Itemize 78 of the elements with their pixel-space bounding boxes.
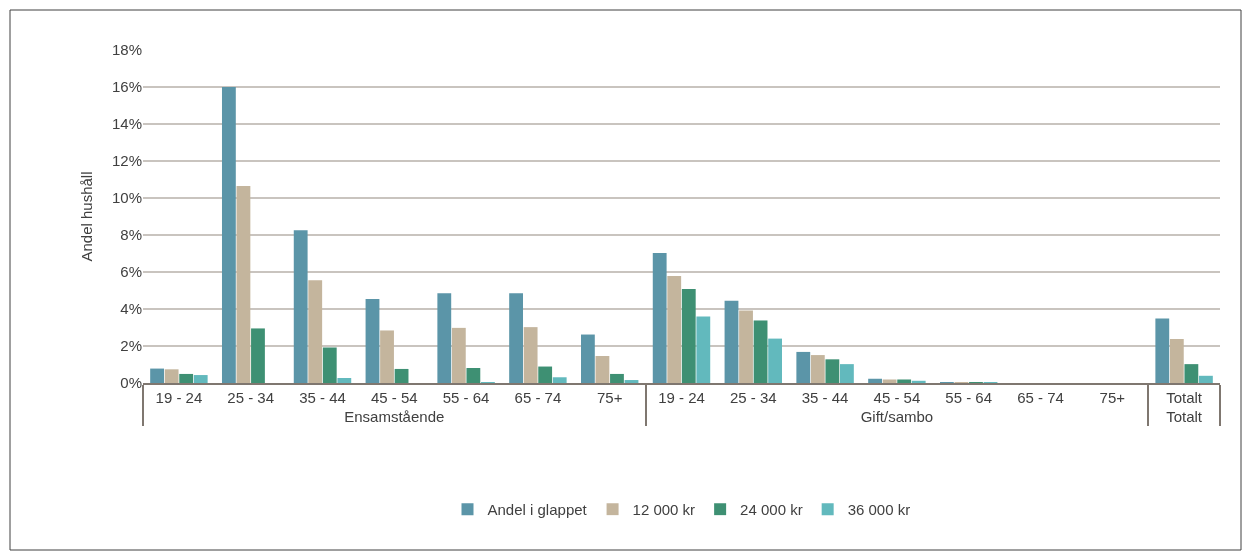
- bar: [337, 378, 352, 383]
- x-tick-label: 19 - 24: [658, 388, 705, 406]
- bar: [610, 373, 624, 383]
- y-tick-label: 2%: [120, 337, 142, 355]
- bar: [1169, 338, 1184, 383]
- bar: [840, 364, 854, 383]
- text: Totalt: [1166, 407, 1203, 425]
- bar: [150, 368, 164, 383]
- bar: [466, 368, 481, 383]
- bar: [380, 330, 394, 383]
- bar: [164, 369, 179, 383]
- text: Ensamstående: [344, 407, 445, 425]
- bar: [509, 293, 523, 383]
- x-tick-label: 75+: [1099, 388, 1126, 406]
- bar: [236, 185, 251, 383]
- bar: [365, 299, 380, 383]
- bar: [652, 252, 667, 383]
- y-tick-label: 8%: [120, 226, 142, 244]
- bar: [251, 328, 265, 383]
- x-tick-label: 55 - 64: [945, 388, 993, 406]
- x-tick-label: 19 - 24: [155, 388, 203, 406]
- y-tick-label: 14%: [111, 115, 142, 133]
- bar: [681, 289, 696, 383]
- bar: [523, 327, 538, 383]
- bar: [667, 276, 682, 383]
- x-tick-label: Totalt: [1166, 388, 1203, 406]
- bar: [810, 355, 825, 383]
- bar: [595, 355, 610, 383]
- bar: [322, 347, 337, 383]
- y-tick-label: 18%: [111, 41, 142, 59]
- x-tick-label: 65 - 74: [1017, 388, 1064, 406]
- y-tick-label: 12%: [111, 152, 142, 170]
- bar: [724, 300, 739, 383]
- bar: [882, 379, 897, 383]
- x-tick-label: 65 - 74: [514, 388, 562, 406]
- bar: [739, 310, 753, 383]
- bar: [451, 327, 466, 383]
- bar: [911, 380, 926, 383]
- bar: [1184, 364, 1199, 383]
- bar: [580, 334, 595, 383]
- text: Gift/sambo: [860, 407, 934, 425]
- bar: [696, 316, 711, 383]
- y-tick-label: 10%: [111, 189, 142, 207]
- bar: [193, 375, 208, 383]
- x-tick-label: 35 - 44: [801, 388, 849, 406]
- x-tick-label: 25 - 34: [729, 388, 777, 406]
- y-tick-label: 6%: [120, 263, 142, 281]
- x-tick-label: 35 - 44: [299, 388, 346, 406]
- bar: [221, 87, 236, 383]
- legend-label: Andel i glappet: [487, 500, 588, 518]
- y-axis-title: Andel hushåll: [78, 171, 96, 262]
- bar: [868, 378, 882, 383]
- bar: [179, 373, 194, 383]
- bar: [437, 293, 452, 383]
- y-tick-label: 16%: [111, 78, 142, 96]
- x-tick-label: 55 - 64: [442, 388, 490, 406]
- bar: [308, 280, 323, 383]
- bar: [394, 368, 409, 383]
- x-tick-label: 45 - 54: [873, 388, 921, 406]
- bar: [1155, 318, 1170, 383]
- legend-label: 36 000 kr: [847, 500, 911, 518]
- bar: [796, 351, 811, 383]
- y-tick-label: 0%: [120, 374, 142, 392]
- x-tick-label: 45 - 54: [370, 388, 418, 406]
- x-tick-label: 75+: [596, 388, 623, 406]
- bar: [753, 320, 768, 383]
- y-tick-label: 4%: [120, 300, 142, 318]
- bar: [768, 338, 783, 383]
- bar: [897, 379, 912, 383]
- bar: [1199, 375, 1213, 383]
- legend-label: 12 000 kr: [632, 500, 696, 518]
- bar: [538, 366, 553, 383]
- legend-label: 24 000 kr: [740, 500, 803, 518]
- x-tick-label: 25 - 34: [227, 388, 275, 406]
- bar: [825, 359, 840, 383]
- bar: [552, 377, 567, 383]
- bar: [624, 380, 639, 383]
- bar: [293, 230, 308, 383]
